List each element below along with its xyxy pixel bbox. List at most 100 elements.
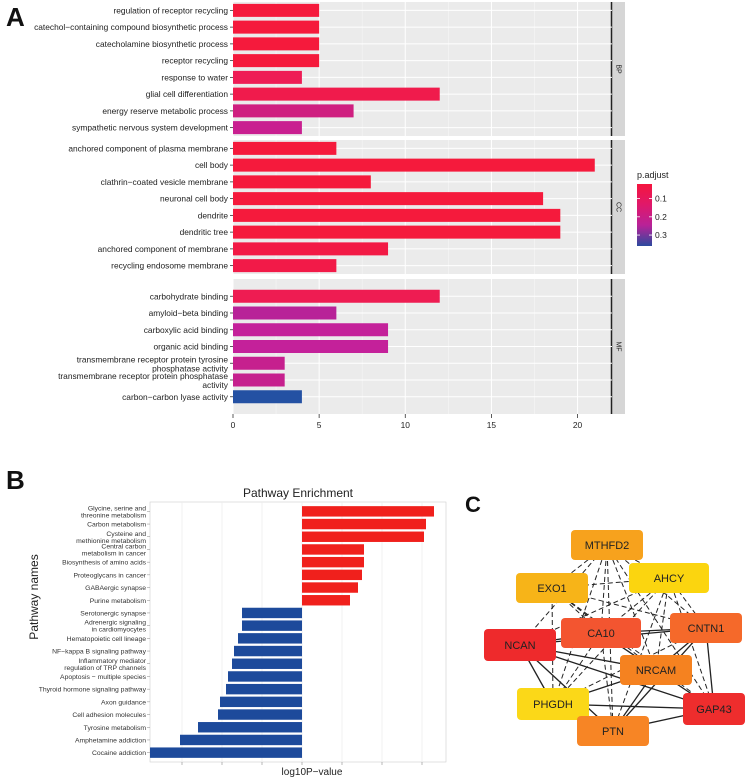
panel-c-edge [606, 544, 715, 710]
panel-a-legend-tick-label: 0.2 [655, 212, 667, 222]
panel-b-category-label: Thyroid hormone signaling pathway [39, 687, 147, 694]
panel-b-category-label: Cysteine and [106, 531, 146, 538]
panel-b-category-label: Carbon metabolism [87, 522, 146, 529]
panel-a-bar [233, 306, 337, 320]
panel-b-title: Pathway Enrichment [243, 486, 354, 500]
panel-a-category-label: organic acid binding [154, 342, 229, 352]
panel-c-node-box [620, 655, 692, 685]
panel-b-bar [302, 556, 364, 568]
panel-a-bar [233, 158, 595, 172]
panel-c-node: PHGDH [517, 688, 589, 720]
panel-b-bar [302, 582, 358, 593]
panel-a-bar [233, 175, 371, 189]
panel-a-bar [233, 54, 320, 68]
panel-b-bar [302, 544, 364, 555]
panel-a-bar [233, 373, 285, 387]
panel-c-edge [606, 544, 614, 732]
panel-b-category-label: Amphetamine addiction [75, 737, 146, 744]
panel-a-bar [233, 356, 285, 370]
panel-b-bar [218, 709, 302, 720]
panel-a-facet-label: MF [615, 341, 622, 351]
panel-b-category-label: Apoptosis − multiple species [60, 674, 147, 681]
panel-c-node: EXO1 [516, 573, 588, 603]
panel-a-category-label: cell body [195, 160, 229, 170]
panel-a-category-label: catecholamine biosynthetic process [96, 39, 228, 49]
panel-a-legend-title: p.adjust [637, 170, 669, 180]
panel-c-node: NCAN [484, 629, 556, 661]
panel-b-category-label: Cocaine addiction [92, 750, 146, 757]
panel-a-bar [233, 259, 337, 273]
panel-a-bar [233, 192, 544, 206]
panel-c-node-box [484, 629, 556, 661]
panel-a-bar [233, 3, 320, 17]
panel-a-bar [233, 141, 337, 155]
panel-a-category-label: dendritic tree [180, 227, 229, 237]
panel-a-category-label: glial cell differentiation [146, 89, 229, 99]
panel-a-category-label: dendrite [198, 210, 229, 220]
panel-b-category-label: NF−kappa B signaling pathway [52, 649, 146, 656]
panel-c-node-label: NRCAM [636, 665, 676, 677]
panel-b-category-label: Glycine, serine and [88, 505, 146, 512]
panel-b-bar [302, 506, 434, 517]
panel-a-category-label: regulation of receptor recycling [113, 5, 228, 15]
panel-a-category-label: anchored component of plasma membrane [68, 143, 228, 153]
panel-c-edge [552, 632, 602, 705]
panel-b-category-label: Biosynthesis of amino acids [62, 560, 146, 567]
panel-c-edge [612, 577, 670, 732]
panel-c-node: NRCAM [620, 655, 692, 685]
panel-c-node-box [561, 618, 641, 648]
panel-a-category-label: clathrin−coated vesicle membrane [101, 177, 229, 187]
panel-c-node-label: MTHFD2 [585, 540, 630, 552]
panel-b-x-label: log10P−value [282, 767, 343, 778]
panel-b-bar [302, 518, 426, 530]
panel-b-category-label: methionine metabolism [76, 538, 146, 545]
panel-c-node-label: EXO1 [537, 583, 566, 595]
panel-c-node: MTHFD2 [571, 530, 643, 560]
panel-b-category-label: in cardiomyocytes [92, 627, 147, 634]
panel-b-bar [180, 734, 302, 746]
panel-c-network: MTHFD2 AHCY EXO1 CNTN1 CA10 NCAN NRCAM PHGDH GAP… [484, 530, 745, 746]
panel-a-bar [233, 289, 440, 303]
panel-a-category-label: response to water [161, 72, 228, 82]
panel-a-facet-strip [612, 2, 625, 136]
panel-c-node-label: PTN [602, 726, 624, 738]
panel-b-category-label: Proteoglycans in cancer [73, 572, 146, 579]
panel-a-bar [233, 70, 302, 84]
panel-b-bar [228, 671, 302, 682]
panel-c-node-box [683, 693, 745, 725]
panel-b-bar [242, 607, 302, 619]
panel-a-category-label: carboxylic acid binding [144, 325, 229, 335]
panel-a-bar [233, 242, 389, 256]
panel-a-bar [233, 87, 440, 101]
panel-a-facet-label: BP [615, 64, 622, 74]
panel-c-node-label: AHCY [654, 573, 685, 585]
panel-a-category-label: recycling endosome membrane [111, 261, 228, 271]
panel-c-edge [552, 577, 670, 705]
panel-b-bar [232, 658, 302, 669]
panel-a-go-enrichment: BP regulation of receptor recycling catech… [34, 2, 669, 430]
panel-a-bar [233, 104, 354, 118]
panel-a-category-label: energy reserve metabolic process [102, 106, 228, 116]
panel-b-category-label: Purine metabolism [90, 598, 147, 605]
panel-c-node: CNTN1 [670, 613, 742, 643]
panel-c-edge [551, 587, 715, 710]
panel-a-x-tick-label: 5 [317, 420, 322, 430]
panel-a-category-label: transmembrane receptor protein tyrosine [77, 354, 229, 364]
panel-a-bar [233, 208, 561, 222]
panel-b-bar [150, 747, 302, 758]
panel-b-category-label: GABAergic synapse [85, 585, 146, 592]
panel-a-x-tick-label: 20 [573, 420, 583, 430]
panel-a-category-label: carbon−carbon lyase activity [122, 392, 229, 402]
panel-c-edge [668, 577, 715, 710]
panel-b-category-label: metabolism in cancer [82, 550, 147, 557]
panel-c-node: AHCY [629, 563, 709, 593]
panel-c-node-label: CA10 [587, 628, 615, 640]
panel-a-category-label: sympathetic nervous system development [72, 123, 229, 133]
panel-b-category-label: Cell adhesion molecules [72, 712, 146, 719]
panel-c-node-label: NCAN [504, 640, 535, 652]
panel-a-legend-tick-label: 0.1 [655, 194, 667, 204]
panel-c-node-label: GAP43 [696, 704, 731, 716]
panel-b-category-label: Inflammatory mediator [78, 658, 146, 665]
panel-b-bar [302, 569, 362, 581]
